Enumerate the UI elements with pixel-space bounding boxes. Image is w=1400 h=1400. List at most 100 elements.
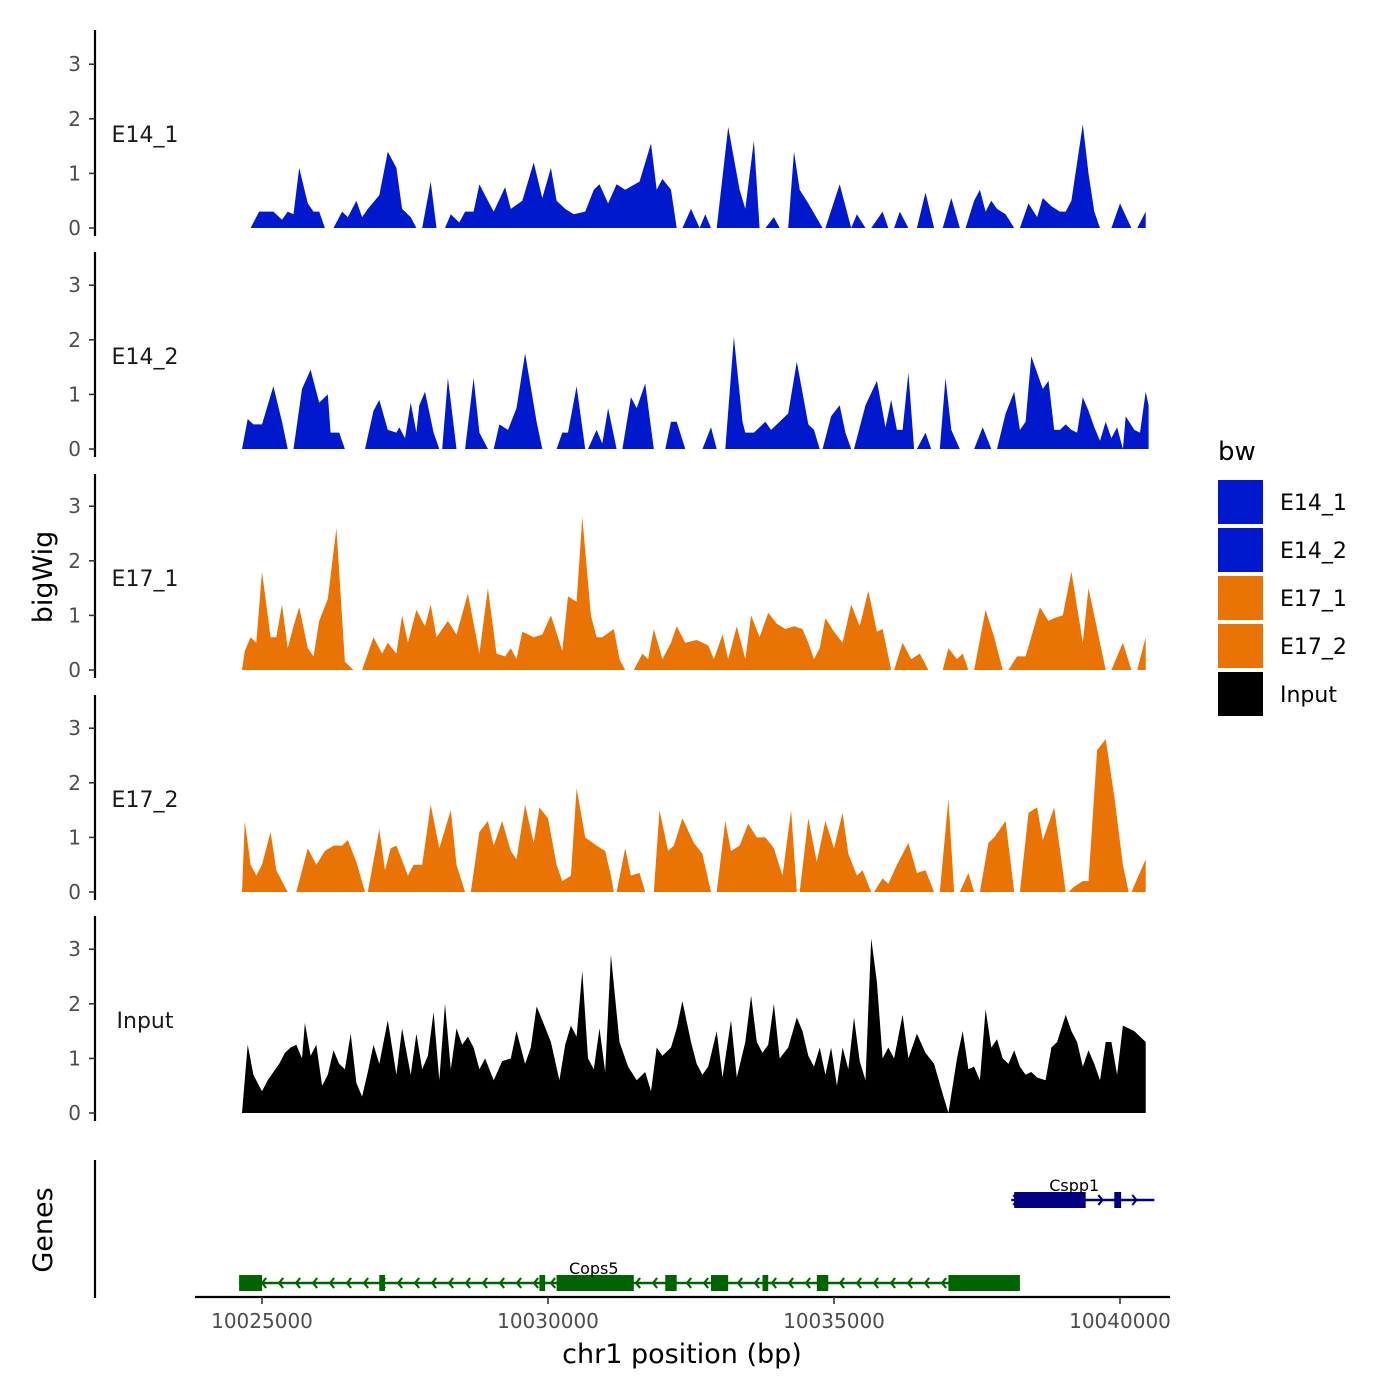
- legend-swatch: [1218, 624, 1263, 668]
- area-series-E14_1: [250, 124, 1146, 228]
- x-tick-label: 10035000: [783, 1309, 885, 1333]
- strand-arrow: [362, 1277, 369, 1289]
- gene-exon: [1031, 1192, 1086, 1208]
- strand-arrow: [685, 1277, 692, 1289]
- strand-arrow: [328, 1277, 335, 1289]
- gene-Cspp1: Cspp1: [1011, 1176, 1155, 1208]
- y-tick-label: 0: [68, 216, 81, 240]
- area-series-E14_2: [242, 337, 1149, 449]
- strand-arrow: [651, 1277, 658, 1289]
- strand-arrow: [770, 1277, 777, 1289]
- legend-swatch: [1218, 672, 1263, 716]
- y-tick-label: 0: [68, 1101, 81, 1125]
- y-tick-label: 1: [68, 603, 81, 627]
- strand-arrow: [1131, 1194, 1138, 1206]
- gene-exon: [239, 1275, 262, 1291]
- legend-swatch: [1218, 528, 1263, 572]
- strand-arrow: [277, 1277, 284, 1289]
- panel-label: E14_2: [112, 345, 179, 370]
- gene-exon: [762, 1275, 769, 1291]
- strand-arrow: [464, 1277, 471, 1289]
- y-tick-label: 2: [68, 328, 81, 352]
- strand-arrow: [906, 1277, 913, 1289]
- strand-arrow: [634, 1277, 641, 1289]
- y-tick-label: 3: [68, 52, 81, 76]
- strand-arrow: [294, 1277, 301, 1289]
- strand-arrow: [549, 1277, 556, 1289]
- strand-arrow: [855, 1277, 862, 1289]
- y-tick-label: 1: [68, 825, 81, 849]
- strand-arrow: [413, 1277, 420, 1289]
- legend-swatch: [1218, 576, 1263, 620]
- strand-arrow: [753, 1277, 760, 1289]
- area-series-E17_1: [242, 517, 1146, 670]
- y-tick-label: 3: [68, 273, 81, 297]
- strand-arrow: [430, 1277, 437, 1289]
- legend-label: E17_2: [1280, 635, 1347, 660]
- genes-axis-title: Genes: [28, 1187, 59, 1272]
- legend-label: Input: [1280, 683, 1337, 708]
- gene-exon: [1114, 1192, 1122, 1208]
- panel-Input: 0 1 2 3 Input: [68, 916, 1146, 1125]
- y-tick-label: 1: [68, 161, 81, 185]
- panel-label: E17_2: [112, 788, 179, 813]
- legend-title: bw: [1218, 437, 1256, 467]
- x-tick-label: 10040000: [1069, 1309, 1171, 1333]
- panel-E17_1: 0 1 2 3 E17_1: [68, 474, 1146, 682]
- y-tick-label: 0: [68, 658, 81, 682]
- legend: bw E14_1 E14_2 E17_1 E17_2 Input: [1218, 437, 1347, 716]
- x-axis-title: chr1 position (bp): [562, 1339, 802, 1370]
- area-series-Input: [242, 938, 1146, 1113]
- panel-E14_1: 0 1 2 3 E14_1: [68, 30, 1146, 240]
- genes-track: Genes Cspp1 Cops5: [28, 1160, 1155, 1298]
- gene-exon: [816, 1275, 829, 1291]
- gene-exon: [556, 1275, 634, 1291]
- strand-arrow: [481, 1277, 488, 1289]
- strand-arrow: [515, 1277, 522, 1289]
- strand-arrow: [838, 1277, 845, 1289]
- y-axis-title: bigWig: [28, 531, 59, 624]
- panel-label: Input: [117, 1009, 174, 1034]
- strand-arrow: [260, 1277, 267, 1289]
- y-tick-label: 3: [68, 937, 81, 961]
- strand-arrow: [889, 1277, 896, 1289]
- x-tick-label: 10030000: [497, 1309, 599, 1333]
- strand-arrow: [345, 1277, 352, 1289]
- panel-E17_2: 0 1 2 3 E17_2: [68, 695, 1146, 904]
- strand-arrow: [702, 1277, 709, 1289]
- gene-exon: [1014, 1192, 1035, 1208]
- strand-arrow: [532, 1277, 539, 1289]
- legend-swatch: [1218, 480, 1263, 524]
- gene-exon: [948, 1275, 1020, 1291]
- gene-Cops5: Cops5: [239, 1259, 1020, 1291]
- strand-arrow: [872, 1277, 879, 1289]
- y-tick-label: 0: [68, 880, 81, 904]
- gene-name-label: Cspp1: [1049, 1176, 1099, 1195]
- y-tick-label: 1: [68, 1046, 81, 1070]
- legend-label: E14_2: [1280, 539, 1347, 564]
- legend-label: E14_1: [1280, 491, 1347, 516]
- y-tick-label: 2: [68, 992, 81, 1016]
- strand-arrow: [447, 1277, 454, 1289]
- strand-arrow: [804, 1277, 811, 1289]
- y-tick-label: 2: [68, 107, 81, 131]
- panel-label: E17_1: [112, 567, 179, 592]
- legend-label: E17_1: [1280, 587, 1347, 612]
- y-tick-label: 3: [68, 716, 81, 740]
- y-tick-label: 3: [68, 494, 81, 518]
- gene-exon: [665, 1275, 677, 1291]
- x-tick-label: 10025000: [211, 1309, 313, 1333]
- area-series-E17_2: [242, 739, 1146, 892]
- strand-arrow: [736, 1277, 743, 1289]
- panel-E14_2: 0 1 2 3 E14_2: [68, 252, 1149, 461]
- x-axis: 10025000 10030000 10035000 10040000 chr1 pos…: [195, 1295, 1171, 1370]
- gene-name-label: Cops5: [569, 1259, 619, 1278]
- y-tick-label: 2: [68, 549, 81, 573]
- y-tick-label: 2: [68, 771, 81, 795]
- panel-label: E14_1: [112, 123, 179, 148]
- strand-arrow: [940, 1277, 947, 1289]
- gene-exon: [711, 1275, 729, 1291]
- y-tick-label: 0: [68, 437, 81, 461]
